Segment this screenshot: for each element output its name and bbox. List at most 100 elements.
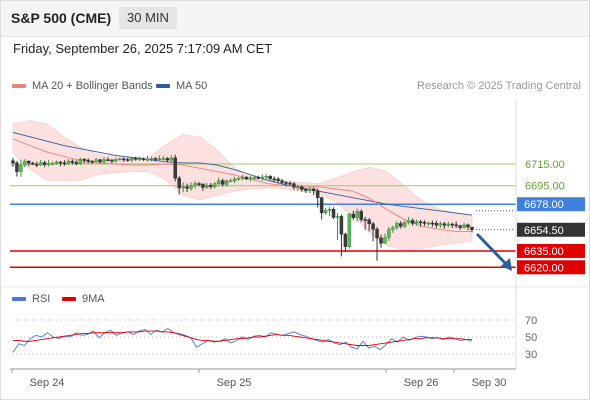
candle — [62, 160, 67, 166]
ma50-swatch — [156, 84, 170, 88]
candle-body — [323, 210, 328, 214]
candle — [280, 178, 284, 185]
candle — [106, 157, 110, 162]
ma50-line — [12, 132, 473, 216]
level-badge-5 — [517, 260, 585, 275]
candle-body — [446, 223, 451, 226]
candle-body — [34, 164, 39, 166]
candle — [288, 181, 292, 187]
candle — [90, 159, 94, 165]
candle-body — [153, 158, 158, 160]
candle-body — [438, 223, 443, 226]
rsi-legend: RSI — [12, 293, 50, 305]
level-badge-3 — [517, 197, 585, 212]
candle-body — [375, 228, 379, 239]
candle-body — [359, 211, 363, 220]
candle — [181, 182, 185, 193]
candle-body — [54, 161, 59, 164]
candle — [58, 161, 63, 167]
candle — [434, 220, 439, 228]
candle-body — [126, 159, 130, 161]
candle-body — [228, 180, 233, 183]
candle — [157, 155, 162, 161]
candle — [169, 155, 174, 162]
candle — [450, 222, 454, 228]
candle-body — [288, 182, 292, 185]
candle-body — [141, 158, 146, 160]
candle — [70, 159, 75, 165]
candle-body — [410, 220, 415, 224]
candle — [418, 219, 423, 227]
candle-body — [11, 160, 15, 164]
candle-body — [58, 161, 63, 164]
candle — [205, 182, 209, 189]
candle-body — [319, 197, 324, 214]
candle — [153, 157, 158, 162]
candle — [260, 174, 265, 181]
candle-body — [240, 176, 245, 179]
level-label-2: 6695.00 — [525, 181, 565, 193]
candle — [185, 183, 189, 193]
time-tick-label-3: Sep 26 — [404, 377, 439, 389]
candle — [359, 209, 363, 222]
candle — [220, 178, 225, 187]
candle — [414, 219, 419, 226]
candle-body — [264, 176, 268, 178]
candle — [256, 175, 261, 180]
candle — [244, 176, 249, 180]
candle-body — [280, 180, 284, 183]
candle — [319, 196, 324, 220]
candle-body — [414, 221, 419, 224]
candle-body — [145, 158, 150, 161]
candle — [82, 158, 86, 164]
candle — [34, 161, 39, 168]
candle — [347, 212, 352, 249]
ma20-legend: MA 20 + Bollinger Bands — [12, 80, 153, 92]
candle — [15, 160, 19, 177]
candle-body — [129, 157, 134, 161]
candle — [86, 158, 90, 164]
candle-body — [102, 159, 106, 163]
candle — [110, 159, 114, 164]
candle — [173, 154, 177, 182]
candle — [114, 157, 118, 163]
candle-body — [19, 164, 23, 172]
candle-body — [276, 178, 280, 181]
candle-body — [217, 180, 221, 184]
candle-body — [268, 176, 272, 180]
candle — [228, 178, 233, 183]
candle — [410, 218, 415, 226]
candle — [213, 181, 217, 189]
candle-body — [252, 177, 257, 179]
candle-body — [169, 157, 174, 161]
timeframe-selector[interactable]: 30 MIN — [119, 7, 177, 29]
candle — [23, 159, 27, 168]
candle — [177, 175, 181, 195]
candle — [300, 185, 304, 192]
candle-body — [296, 186, 300, 189]
candle-body — [209, 184, 213, 187]
candle-body — [46, 163, 51, 165]
candle-body — [399, 223, 403, 227]
candle-body — [181, 186, 185, 189]
candle-body — [106, 159, 110, 161]
candle — [149, 156, 154, 162]
candle-body — [304, 189, 308, 191]
candle — [66, 159, 71, 165]
candle-body — [379, 237, 383, 244]
candle-body — [189, 185, 193, 189]
candle-body — [284, 182, 288, 184]
candle-body — [462, 224, 466, 228]
candle — [46, 159, 51, 167]
candle-body — [185, 186, 189, 189]
candle — [371, 221, 375, 242]
ma20-swatch — [12, 84, 26, 88]
candle-body — [347, 213, 352, 247]
candle-body — [300, 186, 304, 190]
candle-body — [363, 219, 367, 221]
candle-body — [31, 162, 35, 165]
candle-body — [391, 227, 395, 230]
ma50-legend: MA 50 — [156, 80, 207, 92]
candle — [217, 177, 221, 187]
